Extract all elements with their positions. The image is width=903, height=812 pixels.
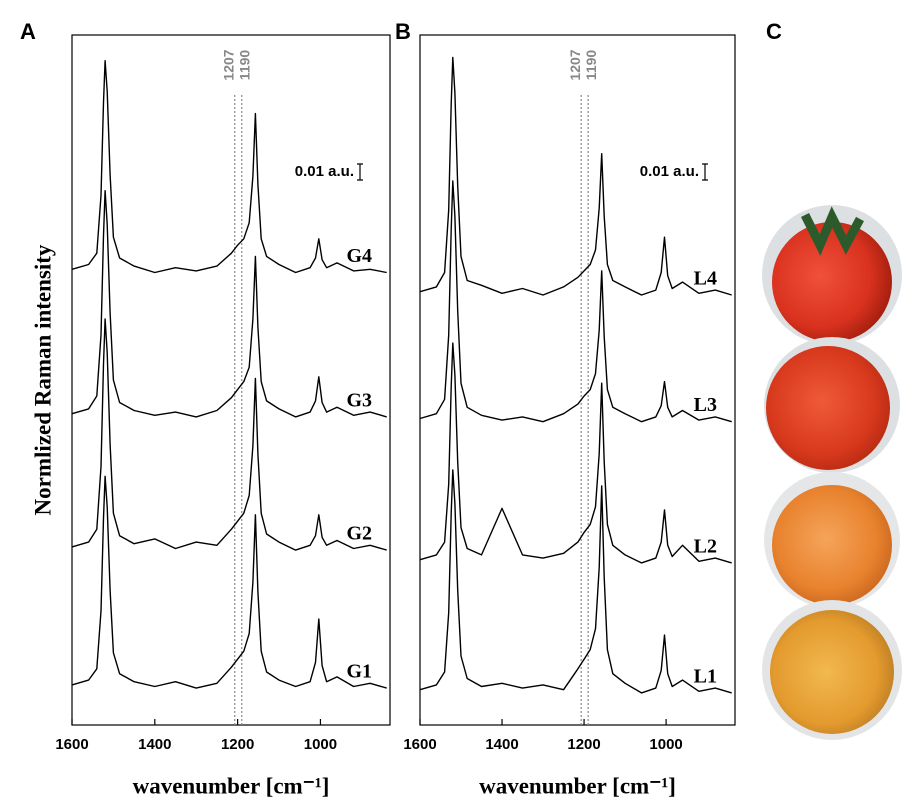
reference-label: 1207 xyxy=(220,49,236,80)
tomato-photo xyxy=(766,346,890,470)
spectrum-line xyxy=(419,180,732,423)
spectrum-line xyxy=(419,342,732,564)
x-tick-label: 1200 xyxy=(221,736,254,753)
scale-bar xyxy=(357,163,363,181)
reference-label: 1207 xyxy=(567,49,583,80)
photo-panel: C xyxy=(762,19,902,740)
x-tick-label: 1000 xyxy=(304,736,337,753)
spectrum-line xyxy=(71,60,387,274)
reference-label: 1190 xyxy=(236,50,252,81)
tomato-stem xyxy=(800,206,864,256)
x-tick-label: 1200 xyxy=(567,736,600,753)
plot-frame xyxy=(71,34,391,726)
plot-frame xyxy=(419,34,736,726)
panel-label: B xyxy=(395,19,411,44)
reference-label: 1190 xyxy=(583,50,599,81)
panel-label: A xyxy=(20,19,36,44)
series-label: G4 xyxy=(346,245,372,267)
y-axis-label: Normlized Raman intensity xyxy=(30,244,55,515)
tomato-photo xyxy=(772,222,892,342)
x-tick-label: 1400 xyxy=(138,736,171,753)
series-label: G2 xyxy=(346,522,372,544)
x-axis-label: wavenumber [cm⁻¹] xyxy=(479,773,676,798)
spectrum-line xyxy=(71,190,387,418)
scale-bar-label: 0.01 a.u. xyxy=(295,163,354,180)
panel-label: C xyxy=(766,19,782,44)
series-label: G3 xyxy=(346,389,372,411)
x-axis-label: wavenumber [cm⁻¹] xyxy=(133,773,330,798)
scale-bar-label: 0.01 a.u. xyxy=(640,163,699,180)
x-tick-label: 1600 xyxy=(55,736,88,753)
x-tick-label: 1000 xyxy=(649,736,682,753)
series-label: L2 xyxy=(694,535,717,557)
series-label: L3 xyxy=(694,394,717,416)
series-label: L4 xyxy=(694,267,717,289)
x-tick-label: 1600 xyxy=(403,736,436,753)
spectrum-line xyxy=(71,318,387,551)
spectrum-line xyxy=(419,469,732,694)
x-tick-label: 1400 xyxy=(485,736,518,753)
tomato-photo xyxy=(772,485,892,605)
tomato-photo xyxy=(770,610,894,734)
spectrum-line xyxy=(419,56,732,296)
series-label: G1 xyxy=(346,660,372,682)
series-label: L1 xyxy=(694,665,717,687)
spectrum-line xyxy=(71,475,387,689)
scale-bar xyxy=(702,163,708,181)
